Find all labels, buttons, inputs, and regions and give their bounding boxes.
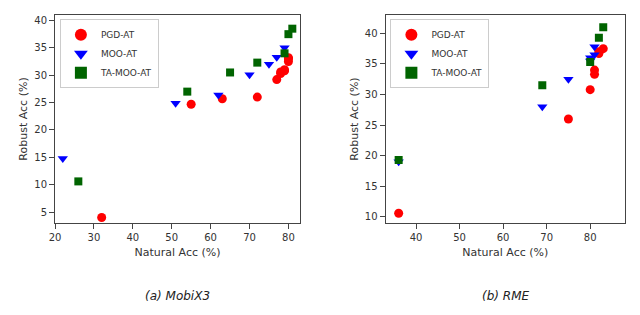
svg-text:10: 10	[365, 211, 378, 222]
svg-text:35: 35	[34, 42, 47, 53]
svg-text:60: 60	[497, 232, 510, 243]
svg-text:30: 30	[34, 70, 47, 81]
svg-text:20: 20	[49, 232, 62, 243]
svg-text:TA-MOO-AT: TA-MOO-AT	[100, 68, 152, 78]
svg-text:50: 50	[453, 232, 466, 243]
svg-text:Natural Acc (%): Natural Acc (%)	[135, 246, 221, 259]
svg-text:20: 20	[365, 150, 378, 161]
svg-text:25: 25	[34, 97, 47, 108]
svg-text:80: 80	[282, 232, 295, 243]
svg-text:MOO-AT: MOO-AT	[431, 49, 468, 59]
svg-text:Robust Acc (%): Robust Acc (%)	[348, 77, 361, 160]
svg-text:40: 40	[34, 15, 47, 26]
svg-text:25: 25	[365, 120, 378, 131]
svg-text:40: 40	[410, 232, 423, 243]
svg-text:5: 5	[41, 207, 47, 218]
svg-text:70: 70	[540, 232, 553, 243]
svg-text:PGD-AT: PGD-AT	[431, 30, 465, 40]
svg-text:10: 10	[34, 179, 47, 190]
svg-text:60: 60	[204, 232, 217, 243]
svg-text:40: 40	[365, 28, 378, 39]
svg-text:Natural Acc (%): Natural Acc (%)	[462, 246, 548, 259]
svg-text:TA-MOO-AT: TA-MOO-AT	[430, 68, 482, 78]
svg-text:20: 20	[34, 124, 47, 135]
svg-text:30: 30	[88, 232, 101, 243]
svg-text:(b) RME: (b) RME	[482, 289, 529, 303]
svg-text:30: 30	[365, 89, 378, 100]
svg-text:15: 15	[365, 181, 378, 192]
svg-text:MOO-AT: MOO-AT	[101, 49, 138, 59]
svg-text:70: 70	[243, 232, 256, 243]
svg-text:35: 35	[365, 58, 378, 69]
svg-text:PGD-AT: PGD-AT	[101, 30, 135, 40]
svg-text:Robust Acc (%): Robust Acc (%)	[17, 77, 30, 160]
svg-text:80: 80	[584, 232, 597, 243]
svg-text:(a) MobiX3: (a) MobiX3	[145, 289, 210, 303]
svg-text:50: 50	[165, 232, 178, 243]
svg-text:15: 15	[34, 152, 47, 163]
svg-text:40: 40	[126, 232, 139, 243]
